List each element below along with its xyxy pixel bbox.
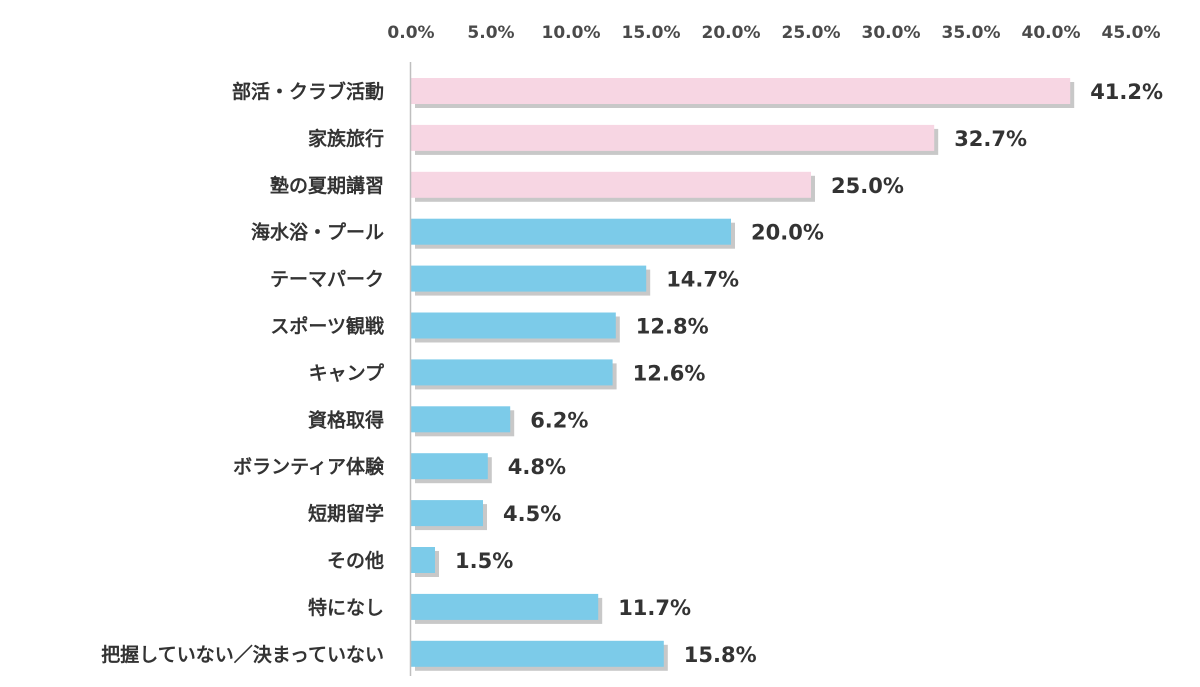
category-label: 家族旅行 — [308, 127, 384, 150]
category-label: 部活・クラブ活動 — [232, 80, 384, 103]
category-label: 把握していない／決まっていない — [101, 643, 384, 666]
x-tick-label: 0.0% — [387, 23, 434, 43]
labels: 部活・クラブ活動 41.2% 家族旅行 32.7% 塾の夏期講習 25.0% 海水浴・プール… — [101, 80, 1163, 667]
category-label: その他 — [327, 549, 384, 572]
bar — [411, 453, 488, 480]
bar — [411, 359, 613, 386]
category-label: 特になし — [308, 597, 384, 619]
data-label: 12.6% — [633, 361, 706, 385]
x-tick-label: 45.0% — [1102, 23, 1161, 43]
data-label: 41.2% — [1090, 80, 1163, 104]
bar — [411, 171, 811, 198]
category-label: 海水浴・プール — [251, 221, 384, 244]
x-tick-label: 25.0% — [782, 23, 841, 43]
data-label: 32.7% — [954, 127, 1027, 151]
data-label: 6.2% — [530, 408, 588, 432]
data-label: 25.0% — [831, 174, 904, 198]
x-tick-label: 20.0% — [702, 23, 761, 43]
bar — [411, 500, 483, 527]
category-label: 資格取得 — [308, 408, 384, 431]
category-label: 短期留学 — [308, 502, 384, 525]
data-label: 15.8% — [684, 643, 757, 667]
x-tick-label: 5.0% — [467, 23, 514, 43]
data-label: 14.7% — [666, 268, 739, 292]
category-label: キャンプ — [309, 361, 385, 384]
x-tick-label: 30.0% — [862, 23, 921, 43]
data-label: 4.5% — [503, 502, 561, 526]
x-tick-label: 10.0% — [542, 23, 601, 43]
bar — [411, 640, 664, 667]
data-label: 1.5% — [455, 549, 513, 573]
category-label: スポーツ観戦 — [270, 315, 384, 338]
category-label: 塾の夏期講習 — [270, 174, 384, 197]
bar — [411, 78, 1071, 104]
bar — [411, 547, 435, 573]
x-axis-ticks: 0.0% 5.0% 10.0% 15.0% 20.0% 25.0% 30.0% 35.0% 40… — [387, 23, 1160, 43]
data-label: 11.7% — [618, 596, 691, 620]
x-tick-label: 15.0% — [622, 23, 681, 43]
x-tick-label: 40.0% — [1022, 23, 1081, 43]
bar — [411, 312, 616, 339]
data-label: 12.8% — [636, 315, 709, 339]
bar — [411, 265, 647, 292]
category-label: ボランティア体験 — [233, 455, 385, 478]
bar — [411, 124, 935, 151]
bar — [411, 218, 731, 245]
bars — [411, 78, 1075, 671]
category-label: テーマパーク — [270, 269, 384, 291]
x-tick-label: 35.0% — [942, 23, 1001, 43]
data-label: 4.8% — [508, 455, 566, 479]
bar — [411, 593, 599, 620]
bar — [411, 406, 511, 433]
data-label: 20.0% — [751, 221, 824, 245]
